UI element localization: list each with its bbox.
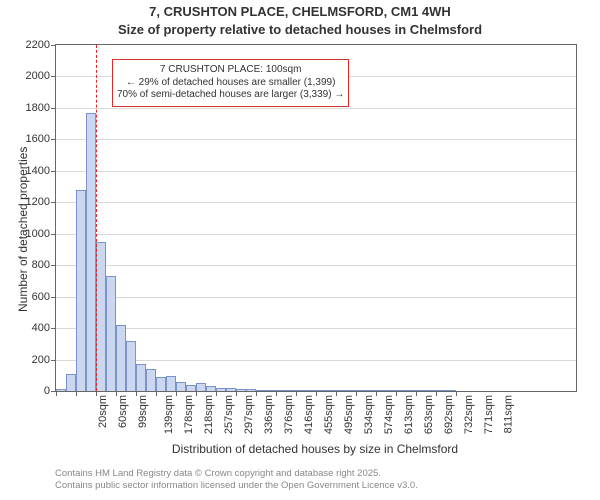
xtick-label: 139sqm [163,391,175,434]
footer-line-1: Contains HM Land Registry data © Crown c… [55,468,418,480]
ytick-label: 0 [44,385,56,397]
xtick-mark [456,391,457,396]
ytick-label: 1600 [26,133,56,145]
xtick-label: 811sqm [502,391,514,433]
plot-area: 0200400600800100012001400160018002000220… [55,44,577,392]
xtick-label: 297sqm [243,391,255,434]
histogram-bar [196,383,206,391]
gridline [56,265,576,266]
xtick-label: 336sqm [263,391,275,434]
highlight-line [96,45,97,391]
ytick-label: 600 [32,291,56,303]
ytick-label: 1200 [26,196,56,208]
xtick-label: 613sqm [403,391,415,434]
xtick-label: 60sqm [117,391,129,428]
xtick-label: 771sqm [483,391,495,434]
histogram-bar [136,364,146,391]
xtick-mark [156,391,157,396]
chart-title-line2: Size of property relative to detached ho… [0,22,600,38]
ytick-label: 1000 [26,228,56,240]
histogram-bar [56,389,66,391]
xtick-label: 534sqm [363,391,375,434]
xtick-label: 178sqm [183,391,195,434]
xtick-label: 257sqm [223,391,235,434]
xtick-mark [56,391,57,396]
histogram-bar [66,374,76,391]
xtick-mark [216,391,217,396]
xtick-label: 99sqm [137,391,149,428]
gridline [56,234,576,235]
footer-note: Contains HM Land Registry data © Crown c… [55,468,418,492]
xtick-mark [416,391,417,396]
histogram-bar [106,276,116,391]
chart-container: 7, CRUSHTON PLACE, CHELMSFORD, CM1 4WH S… [0,0,600,500]
xtick-mark [256,391,257,396]
xtick-mark [196,391,197,396]
xtick-label: 732sqm [463,391,475,434]
ytick-label: 1800 [26,102,56,114]
xtick-label: 692sqm [443,391,455,434]
ytick-label: 2200 [26,39,56,51]
xtick-mark [436,391,437,396]
gridline [56,297,576,298]
histogram-bar [176,382,186,391]
xtick-label: 653sqm [423,391,435,434]
xtick-mark [336,391,337,396]
histogram-bar [146,369,156,391]
ytick-label: 800 [32,259,56,271]
annotation-box: 7 CRUSHTON PLACE: 100sqm← 29% of detache… [112,59,349,107]
xtick-mark [136,391,137,396]
histogram-bar [96,242,106,391]
xtick-label: 416sqm [303,391,315,434]
histogram-bar [76,190,86,391]
xtick-mark [396,391,397,396]
gridline [56,108,576,109]
annotation-line: ← 29% of detached houses are smaller (1,… [117,77,344,90]
histogram-bar [116,325,126,391]
xtick-label: 20sqm [97,391,109,428]
annotation-line: 70% of semi-detached houses are larger (… [117,89,344,102]
xtick-label: 455sqm [323,391,335,434]
x-axis-label: Distribution of detached houses by size … [55,442,575,456]
chart-title-line1: 7, CRUSHTON PLACE, CHELMSFORD, CM1 4WH [0,4,600,20]
histogram-bar [126,341,136,391]
histogram-bar [86,113,96,391]
xtick-mark [176,391,177,396]
xtick-mark [376,391,377,396]
ytick-label: 200 [32,354,56,366]
xtick-label: 495sqm [343,391,355,434]
xtick-mark [236,391,237,396]
xtick-label: 376sqm [283,391,295,434]
ytick-label: 1400 [26,165,56,177]
xtick-mark [296,391,297,396]
xtick-mark [76,391,77,396]
xtick-label: 574sqm [383,391,395,434]
ytick-label: 400 [32,322,56,334]
ytick-label: 2000 [26,70,56,82]
xtick-mark [356,391,357,396]
gridline [56,139,576,140]
annotation-line: 7 CRUSHTON PLACE: 100sqm [117,64,344,77]
histogram-bar [156,377,166,391]
gridline [56,328,576,329]
xtick-mark [116,391,117,396]
xtick-mark [316,391,317,396]
gridline [56,202,576,203]
gridline [56,171,576,172]
xtick-mark [276,391,277,396]
histogram-bar [166,376,176,391]
xtick-label: 218sqm [203,391,215,434]
xtick-mark [96,391,97,396]
footer-line-2: Contains public sector information licen… [55,480,418,492]
